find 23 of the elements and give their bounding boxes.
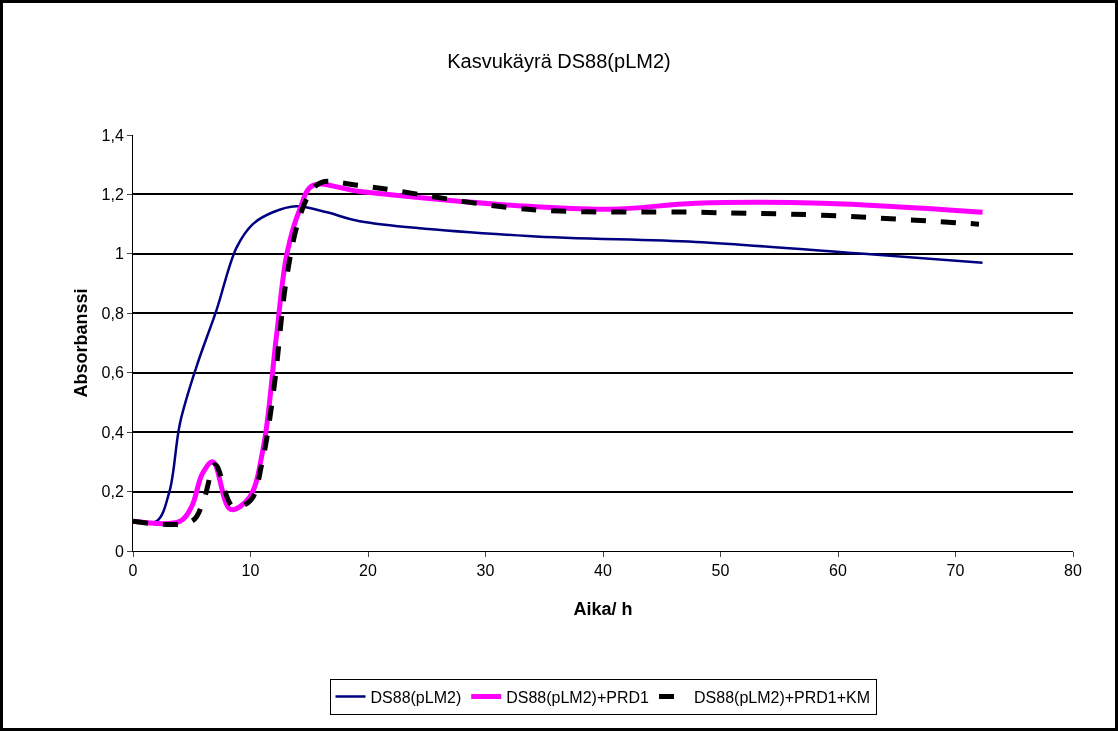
y-tick-label: 0 [114,542,124,560]
y-axis-title: Absorbanssi [71,288,91,398]
legend-label: DS88(pLM2)+PRD1 [506,688,650,706]
legend-label: DS88(pLM2)+PRD1+KM [694,688,871,706]
x-tick-label: 80 [1064,562,1082,580]
x-tick-label: 60 [829,562,847,580]
y-tick-label: 0,4 [101,423,124,441]
x-tick-label: 20 [359,562,377,580]
x-tick-label: 0 [128,562,138,580]
y-tick-label: 1,2 [101,186,124,204]
y-tick-label: 0,8 [101,304,124,322]
y-tick-label: 0,2 [101,483,124,501]
x-tick-label: 10 [241,562,260,580]
x-tick-label: 50 [711,562,730,580]
x-tick-label: 40 [594,562,612,580]
chart-title: Kasvukäyrä DS88(pLM2) [447,49,671,72]
y-tick-label: 1 [114,245,124,263]
y-tick-label: 1,4 [101,126,124,144]
y-tick-label: 0,6 [101,364,124,382]
x-axis-title: Aika/ h [573,599,633,619]
legend-label: DS88(pLM2) [370,688,462,706]
x-tick-label: 70 [946,562,965,580]
x-tick-label: 30 [476,562,495,580]
